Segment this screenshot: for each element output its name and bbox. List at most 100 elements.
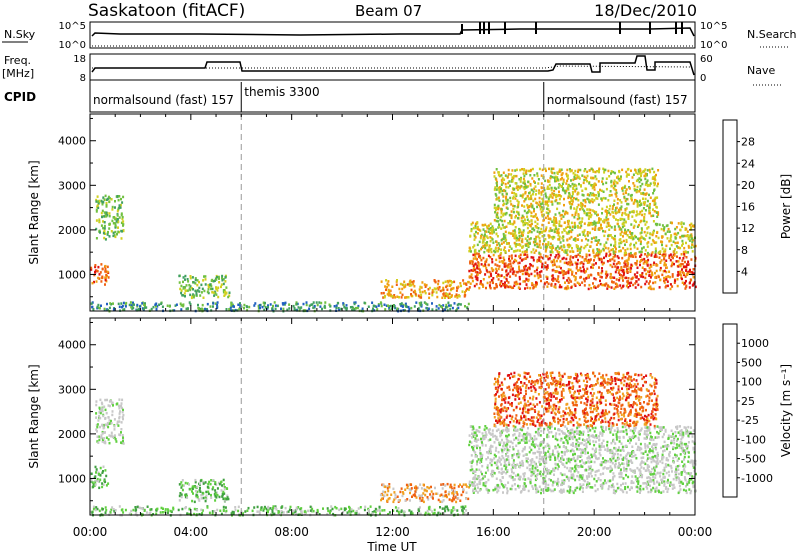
range-cell <box>105 268 107 271</box>
range-cell <box>414 290 416 293</box>
range-cell <box>648 282 650 285</box>
range-cell <box>601 284 603 287</box>
range-cell <box>228 308 230 311</box>
range-cell <box>495 228 497 231</box>
range-cell <box>319 305 321 308</box>
range-cell <box>119 416 121 419</box>
range-cell <box>420 294 422 297</box>
range-cell <box>503 233 505 236</box>
range-cell <box>677 242 679 245</box>
range-cell <box>298 306 300 309</box>
range-cell <box>681 244 683 247</box>
range-cell <box>613 263 615 266</box>
range-cell <box>588 215 590 218</box>
range-cell <box>91 473 93 476</box>
range-cell <box>381 509 383 512</box>
range-cell <box>428 487 430 490</box>
range-cell <box>494 219 496 222</box>
range-cell <box>607 460 609 463</box>
range-cell <box>274 507 276 510</box>
range-cell <box>521 204 523 207</box>
range-cell <box>502 193 504 196</box>
range-cell <box>205 481 207 484</box>
colorbar-tick-label: 16 <box>741 201 755 214</box>
range-cell <box>570 200 572 203</box>
range-cell <box>653 182 655 185</box>
range-cell <box>470 469 472 472</box>
range-cell <box>545 217 547 220</box>
range-cell <box>572 256 574 259</box>
range-cell <box>520 254 522 257</box>
range-cell <box>505 186 507 189</box>
range-cell <box>103 437 105 440</box>
range-cell <box>513 196 515 199</box>
range-cell <box>531 219 533 222</box>
range-cell <box>617 487 619 490</box>
range-cell <box>394 494 396 497</box>
range-cell <box>396 279 398 282</box>
range-cell <box>274 301 276 304</box>
range-cell <box>526 467 528 470</box>
range-cell <box>374 305 376 308</box>
range-cell <box>475 263 477 266</box>
range-cell <box>485 472 487 475</box>
range-cell <box>610 190 612 193</box>
range-cell <box>494 211 496 214</box>
range-cell <box>404 285 406 288</box>
range-cell <box>422 291 424 294</box>
range-cell <box>640 235 642 238</box>
range-cell <box>598 249 600 252</box>
range-cell <box>686 256 688 259</box>
range-cell <box>418 509 420 512</box>
range-cell <box>559 220 561 223</box>
range-cell <box>213 294 215 297</box>
range-cell <box>550 201 552 204</box>
range-cell <box>480 280 482 283</box>
range-cell <box>634 246 636 249</box>
range-cell <box>656 196 658 199</box>
range-cell <box>212 288 214 291</box>
range-cell <box>614 228 616 231</box>
range-cell <box>527 235 529 238</box>
range-cell <box>414 495 416 498</box>
range-cell <box>615 193 617 196</box>
range-cell <box>427 510 429 513</box>
range-cell <box>561 173 563 176</box>
range-cell <box>537 230 539 233</box>
range-cell <box>587 276 589 279</box>
range-cell <box>499 284 501 287</box>
range-cell <box>521 241 523 244</box>
range-cell <box>508 169 510 172</box>
range-cell <box>647 270 649 273</box>
range-cell <box>477 244 479 247</box>
range-cell <box>601 190 603 193</box>
range-cell <box>631 254 633 257</box>
range-cell <box>382 484 384 487</box>
range-cell <box>521 270 523 273</box>
range-cell <box>91 302 93 305</box>
range-cell <box>198 287 200 290</box>
range-cell <box>226 498 228 501</box>
range-cell <box>613 203 615 206</box>
range-cell <box>640 275 642 278</box>
range-cell <box>387 280 389 283</box>
range-cell <box>524 210 526 213</box>
range-cell <box>496 207 498 210</box>
range-cell <box>629 211 631 214</box>
range-cell <box>552 168 554 171</box>
range-cell <box>501 243 503 246</box>
range-cell <box>99 231 101 234</box>
range-cell <box>120 428 122 431</box>
range-cell <box>491 279 493 282</box>
range-cell <box>593 277 595 280</box>
range-cell <box>381 280 383 283</box>
range-cell <box>552 269 554 272</box>
range-cell <box>640 170 642 173</box>
range-cell <box>524 280 526 283</box>
range-cell <box>195 279 197 282</box>
range-cell <box>106 211 108 214</box>
range-cell <box>618 257 620 260</box>
range-cell <box>409 492 411 495</box>
range-cell <box>594 484 596 487</box>
range-cell <box>569 226 571 229</box>
